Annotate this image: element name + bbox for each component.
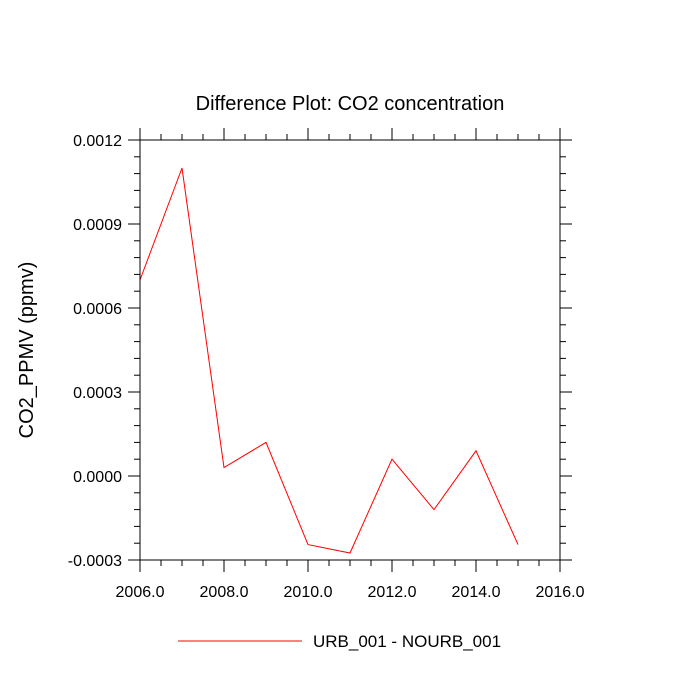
y-tick-label: 0.0003 [73,385,122,402]
series-line [139,167,519,554]
y-tick-label: 0.0009 [73,217,122,234]
legend-label: URB_001 - NOURB_001 [313,632,501,651]
x-tick-label: 2006.0 [116,584,165,601]
y-tick-label: 0.0000 [73,469,122,486]
series-layer [139,167,519,554]
y-tick-label: 0.0012 [73,133,122,150]
y-axis-label: CO2_PPMV (ppmv) [16,262,38,439]
axis-ticks: 2006.0 2008.0 2010.0 2012.0 2014.0 2016.0 0.00… [68,128,585,601]
plot-frame [139,139,561,561]
x-tick-label: 2008.0 [200,584,249,601]
x-tick-label: 2012.0 [368,584,417,601]
legend: URB_001 - NOURB_001 [178,632,501,651]
y-tick-label: -0.0003 [68,553,122,570]
x-tick-label: 2010.0 [284,584,333,601]
x-tick-label: 2014.0 [452,584,501,601]
chart-title: Difference Plot: CO2 concentration [196,93,505,115]
x-tick-label: 2016.0 [536,584,585,601]
y-tick-label: 0.0006 [73,301,122,318]
